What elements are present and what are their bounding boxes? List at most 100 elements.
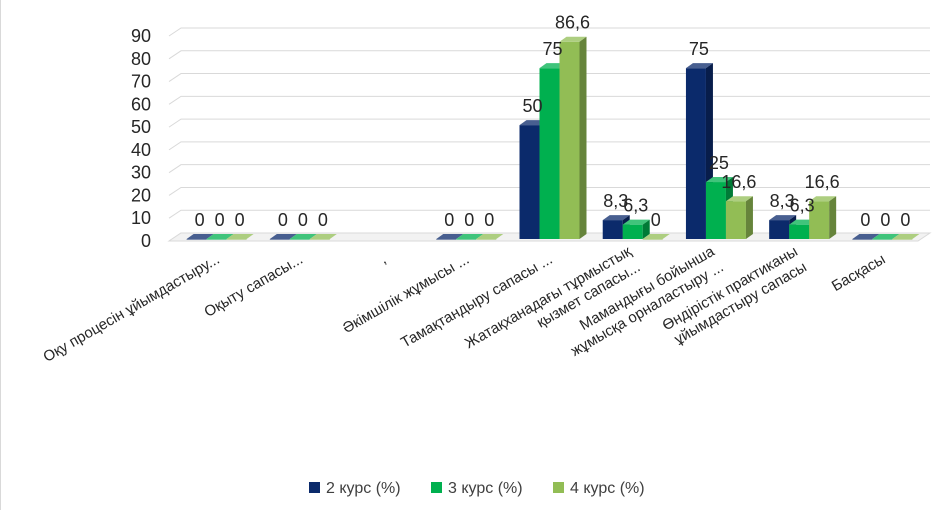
data-label: 0 [484, 210, 494, 230]
bar-top [309, 234, 337, 239]
bar-top [269, 234, 297, 239]
data-label: 6,3 [790, 196, 815, 216]
bar-top [642, 234, 670, 239]
bar [206, 234, 234, 240]
bar-top [872, 234, 900, 239]
data-label: 16,6 [721, 172, 756, 192]
gridline [168, 50, 930, 60]
bar [309, 234, 337, 240]
data-label: 8,3 [603, 191, 628, 211]
bar-front [226, 239, 247, 240]
bar-front [519, 125, 540, 239]
bar-front [705, 182, 726, 239]
data-label: 0 [215, 210, 225, 230]
data-label: 0 [651, 210, 661, 230]
bar-top [289, 234, 317, 239]
data-label: 0 [444, 210, 454, 230]
bar-front [289, 239, 310, 240]
bar [476, 234, 504, 240]
y-tick-label: 40 [131, 140, 151, 160]
bar-front [809, 201, 830, 239]
legend-label: 4 курс (%) [570, 480, 645, 497]
x-axis-labels: Оқу процесін ұйымдастыру...Оқыту сапасы.… [40, 243, 888, 366]
bar-front [476, 239, 497, 240]
bar [436, 234, 464, 240]
bar-front [852, 239, 873, 240]
x-category-label: Басқасы [829, 251, 888, 295]
bar [872, 234, 900, 240]
y-tick-label: 20 [131, 185, 151, 205]
bar-top [559, 36, 587, 42]
bar-front [622, 224, 643, 239]
bar [456, 234, 484, 240]
bar-top [206, 234, 234, 239]
bar [622, 219, 650, 239]
x-category-label-line: Оқу процесін ұйымдастыру... [40, 251, 222, 366]
bar-top [226, 234, 254, 239]
gridline [168, 141, 930, 151]
bar-front [725, 201, 746, 239]
legend-label: 2 курс (%) [326, 480, 401, 497]
bar-top [685, 63, 713, 69]
legend-swatch [309, 482, 320, 493]
bar-front [642, 239, 663, 240]
bar-front [206, 239, 227, 240]
data-label: 50 [522, 96, 542, 116]
bar-front [872, 239, 893, 240]
y-tick-label: 50 [131, 117, 151, 137]
data-label: 75 [542, 39, 562, 59]
bar-side [579, 36, 587, 239]
bar [186, 234, 214, 240]
bar [725, 196, 753, 239]
bar-top [769, 215, 797, 221]
data-label: 0 [195, 210, 205, 230]
gridline [168, 118, 930, 128]
x-category-label: Оқу процесін ұйымдастыру... [40, 251, 222, 366]
bar-top [852, 234, 880, 239]
data-label: 75 [689, 39, 709, 59]
data-label: 0 [880, 210, 890, 230]
bar-front [769, 220, 790, 239]
legend-label: 3 курс (%) [448, 480, 523, 497]
x-category-label-line: Басқасы [829, 251, 888, 295]
bar-front [456, 239, 477, 240]
bar-top [622, 219, 650, 225]
bar-top [456, 234, 484, 239]
data-label: 16,6 [805, 172, 840, 192]
bar-front [539, 68, 560, 240]
y-tick-label: 70 [131, 72, 151, 92]
y-tick-label: 30 [131, 163, 151, 183]
bar-front [892, 239, 913, 240]
bar-side [642, 219, 650, 239]
y-tick-label: 0 [141, 231, 151, 251]
bar-side [745, 196, 753, 239]
bar-top [186, 234, 214, 239]
y-tick-label: 80 [131, 49, 151, 69]
data-labels: 0 0 0 0 0 0 0 0 0507586,68,36,30752516,68,36,316… [195, 13, 911, 230]
data-label: 0 [235, 210, 245, 230]
y-tick-label: 90 [131, 26, 151, 46]
gridline [168, 95, 930, 105]
bar-front [309, 239, 330, 240]
bar-top [705, 177, 733, 183]
bar-top [476, 234, 504, 239]
bars [186, 36, 920, 240]
bar [685, 63, 713, 240]
bar [226, 234, 254, 240]
bar-top [809, 196, 837, 202]
bar-front [602, 220, 623, 239]
data-label: 6,3 [623, 196, 648, 216]
data-label: 0 [900, 210, 910, 230]
gridline [168, 186, 930, 196]
bar-top [725, 196, 753, 202]
bar [892, 234, 920, 240]
bar [559, 36, 587, 239]
bar [852, 234, 880, 240]
bar-top [602, 215, 630, 221]
data-label: 0 [464, 210, 474, 230]
data-label: 25 [709, 153, 729, 173]
x-category-label: , [377, 251, 389, 268]
